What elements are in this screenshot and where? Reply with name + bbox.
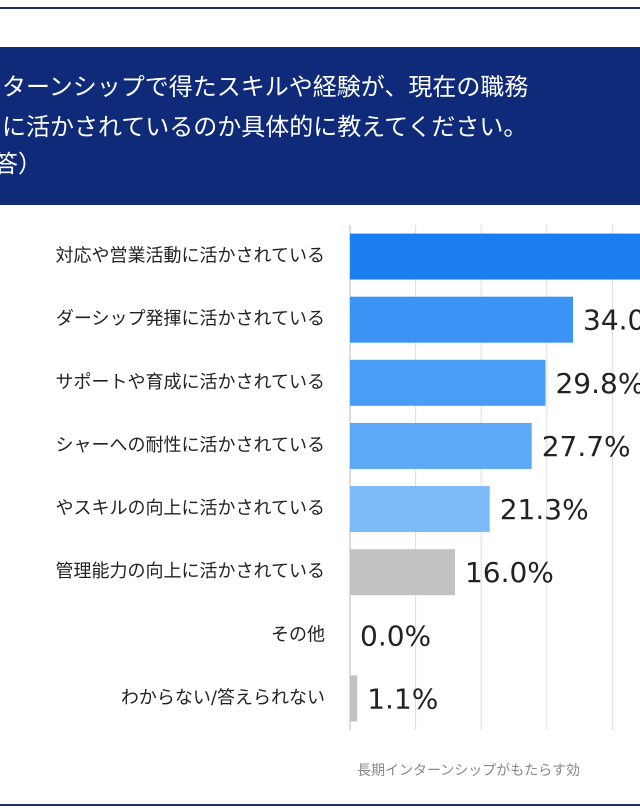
value-label: 27.7%	[542, 430, 631, 463]
bar	[350, 549, 455, 596]
category-label: わからない/答えられない	[121, 687, 325, 708]
category-label: やスキルの向上に活かされている	[56, 498, 325, 519]
chart-title: ターンシップで得たスキルや経験が、現在の職務	[2, 73, 528, 101]
chart-title: に活かされているのか具体的に教えてください。	[2, 113, 527, 141]
source: 長期インターンシップがもたらす効	[357, 763, 580, 779]
bar	[350, 296, 574, 343]
category-label: ダーシップ発揮に活かされている	[56, 309, 325, 330]
chart-title: 答）	[0, 150, 42, 178]
category-label: 対応や営業活動に活かされている	[56, 246, 325, 267]
title-banner	[0, 47, 640, 205]
category-label: サポートや育成に活かされている	[56, 372, 325, 393]
category-label: その他	[271, 624, 325, 645]
bar	[350, 422, 532, 469]
value-label: 16.0%	[465, 556, 554, 589]
value-label: 21.3%	[500, 493, 589, 526]
bar	[350, 675, 358, 722]
bar	[350, 359, 546, 406]
category-label: 管理能力の向上に活かされている	[56, 561, 325, 582]
category-label: シャーへの耐性に活かされている	[56, 435, 325, 456]
value-label: 0.0%	[360, 619, 431, 652]
bar	[350, 486, 490, 533]
bar	[350, 233, 640, 280]
value-label: 1.1%	[367, 682, 438, 715]
value-label: 34.0%	[583, 304, 640, 337]
value-label: 29.8%	[555, 367, 640, 400]
